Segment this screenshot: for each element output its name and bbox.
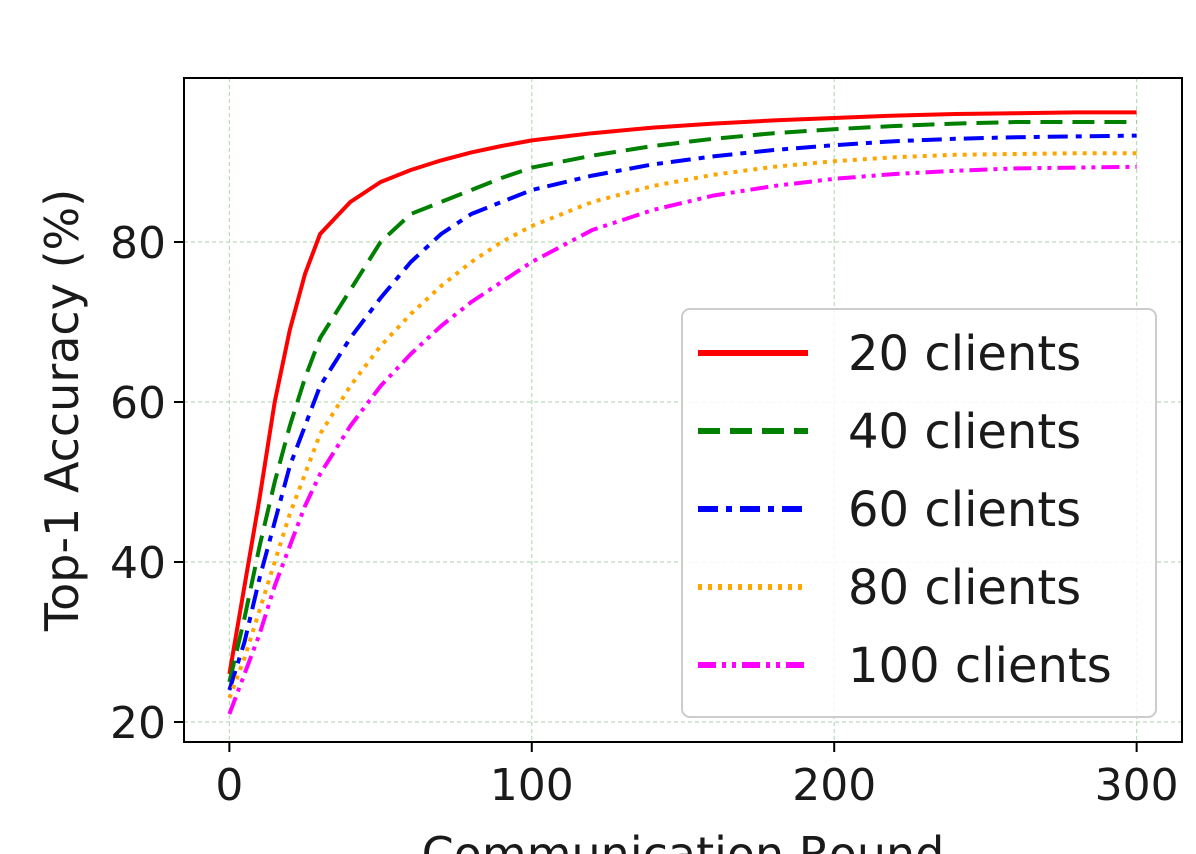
axis-ticks: 0 100 200 300 20 40 60 80 — [110, 218, 1179, 811]
legend-label: 20 clients — [848, 326, 1081, 382]
series-lines — [227, 110, 1137, 715]
x-tick-label: 300 — [1095, 760, 1179, 811]
y-tick-label: 60 — [110, 378, 166, 429]
y-tick-label: 20 — [110, 698, 166, 749]
legend-label: 60 clients — [848, 482, 1081, 538]
legend-box — [681, 308, 1157, 718]
series-line-80-clients — [227, 151, 1137, 699]
x-tick-label: 200 — [792, 760, 876, 811]
legend-label: 100 clients — [848, 638, 1112, 694]
x-tick-label: 0 — [215, 760, 243, 811]
legend-label: 80 clients — [848, 560, 1081, 616]
y-tick-label: 40 — [110, 538, 166, 589]
legend-label: 40 clients — [848, 404, 1081, 460]
y-axis-label: Top-1 Accuracy (%) — [35, 189, 89, 632]
x-tick-label: 100 — [490, 760, 574, 811]
series-line-20-clients — [227, 110, 1137, 675]
series-line-40-clients — [227, 120, 1137, 683]
y-tick-label: 80 — [110, 218, 166, 269]
series-line-60-clients — [227, 133, 1137, 691]
plot-frame — [183, 77, 1183, 743]
legend: 20 clients 40 clients 60 clients 80 clients… — [681, 308, 1157, 718]
x-axis-label: Communication Round — [422, 827, 945, 854]
